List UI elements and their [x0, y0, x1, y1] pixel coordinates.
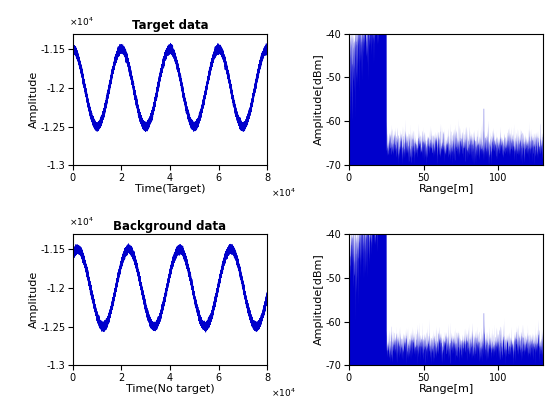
Y-axis label: Amplitude[dBm]: Amplitude[dBm] — [314, 254, 324, 345]
Text: $\times 10^4$: $\times 10^4$ — [271, 386, 296, 399]
Text: $\times 10^4$: $\times 10^4$ — [69, 216, 94, 228]
Text: $\times 10^4$: $\times 10^4$ — [271, 186, 296, 199]
X-axis label: Range[m]: Range[m] — [418, 384, 474, 394]
Y-axis label: Amplitude: Amplitude — [29, 71, 39, 128]
X-axis label: Range[m]: Range[m] — [418, 184, 474, 194]
Y-axis label: Amplitude: Amplitude — [29, 271, 39, 328]
X-axis label: Time(Target): Time(Target) — [135, 184, 206, 194]
X-axis label: Time(No target): Time(No target) — [125, 384, 214, 394]
Title: Target data: Target data — [132, 19, 208, 32]
Text: $\times 10^4$: $\times 10^4$ — [69, 16, 94, 28]
Y-axis label: Amplitude[dBm]: Amplitude[dBm] — [314, 54, 324, 145]
Title: Background data: Background data — [114, 220, 227, 233]
